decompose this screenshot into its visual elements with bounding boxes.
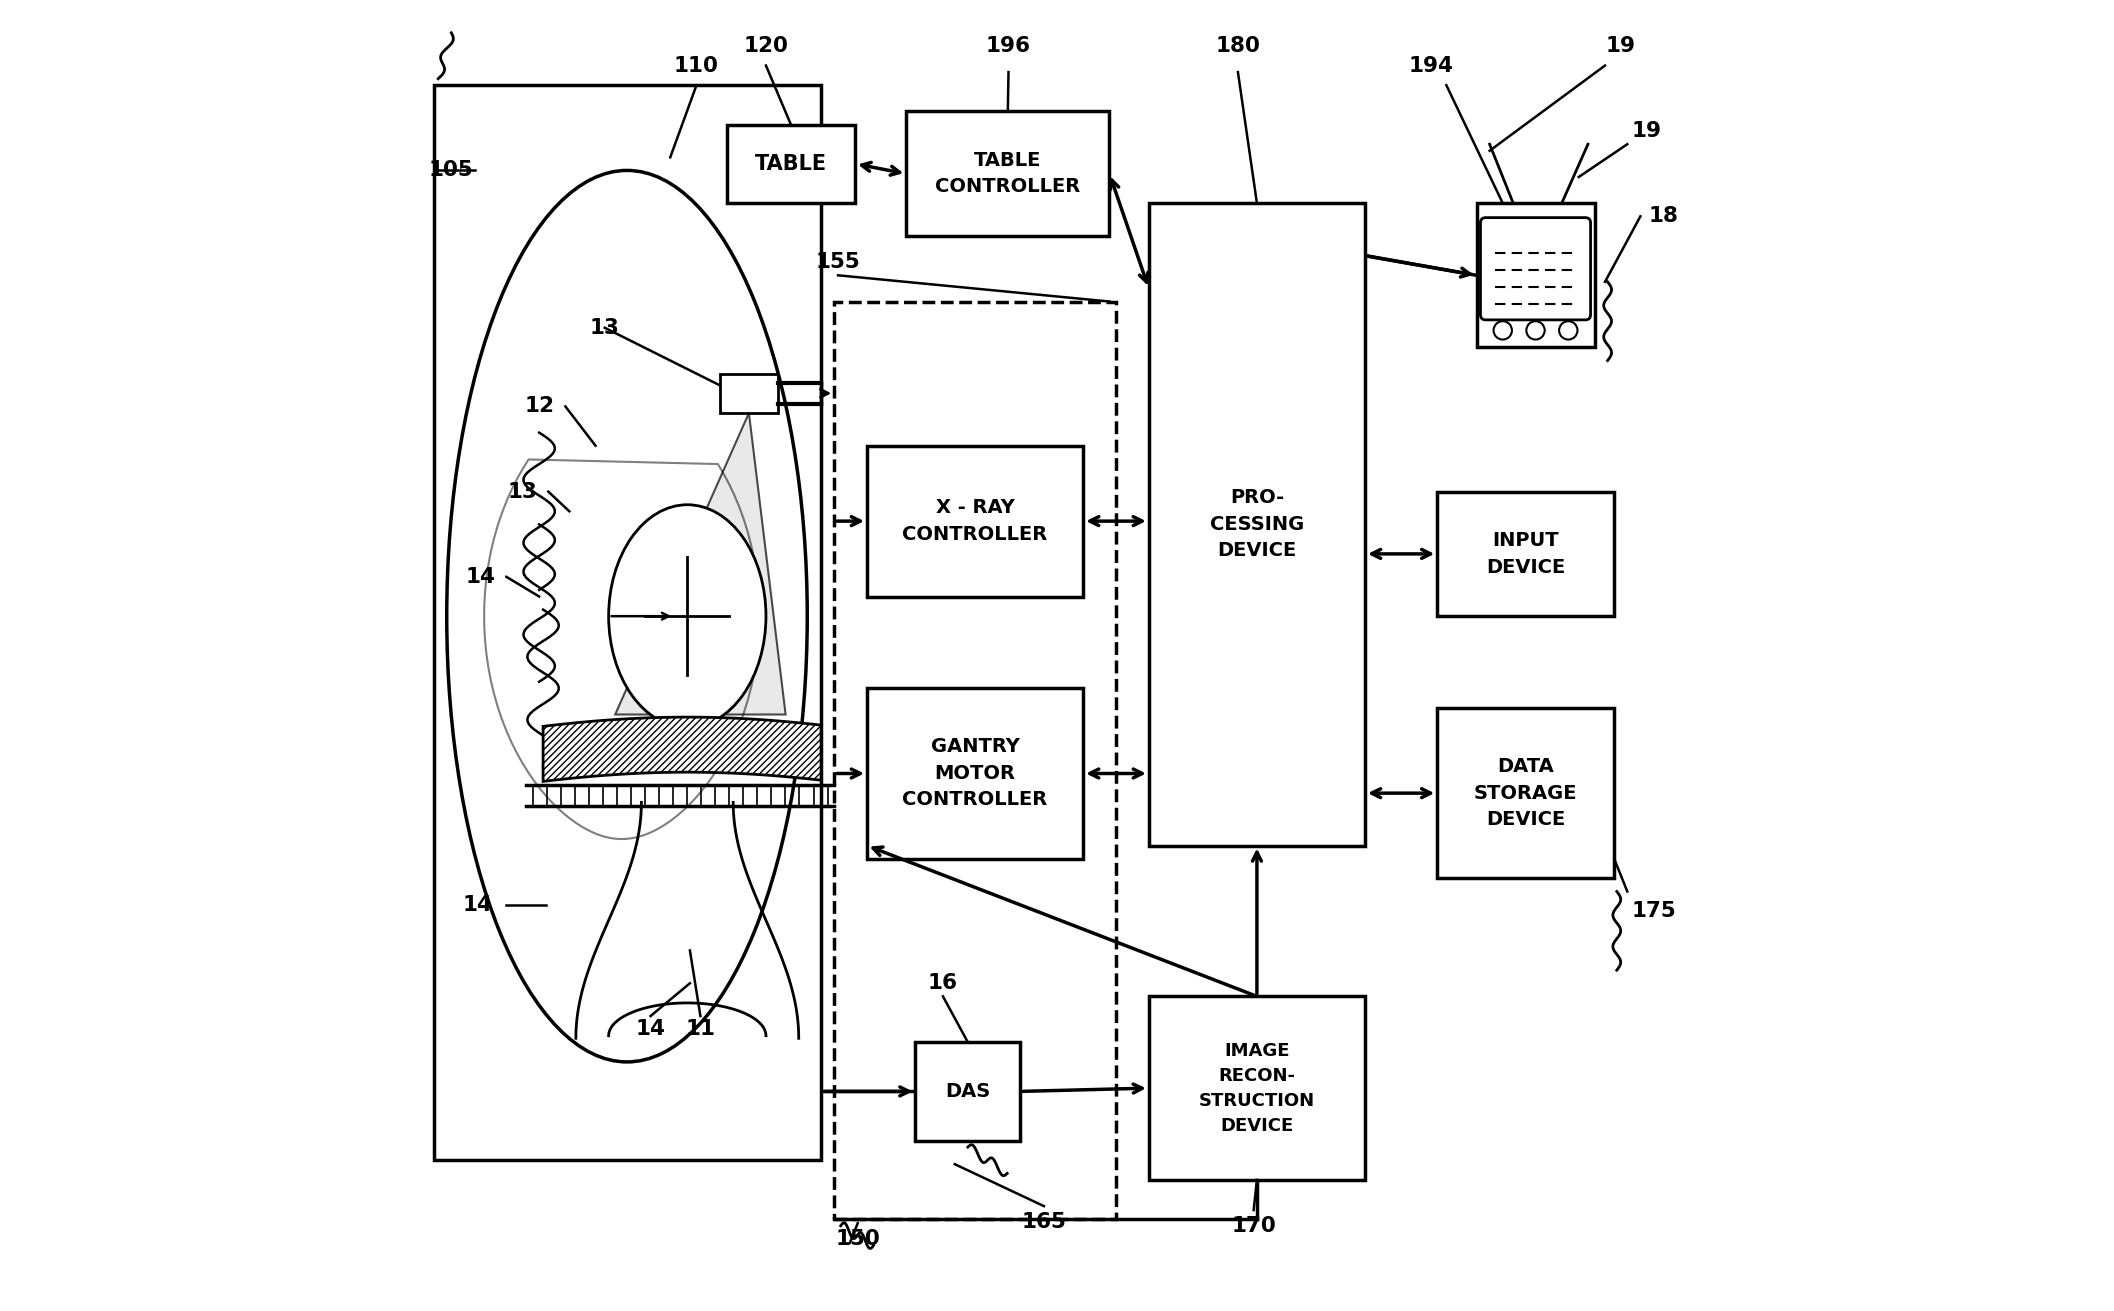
Text: 19: 19 bbox=[1632, 121, 1662, 142]
Text: 175: 175 bbox=[1632, 901, 1676, 922]
FancyBboxPatch shape bbox=[907, 111, 1110, 236]
Text: 14: 14 bbox=[636, 1019, 666, 1040]
Text: TABLE
CONTROLLER: TABLE CONTROLLER bbox=[934, 151, 1080, 197]
Ellipse shape bbox=[446, 170, 808, 1062]
FancyBboxPatch shape bbox=[721, 374, 778, 413]
Text: 180: 180 bbox=[1216, 35, 1260, 56]
FancyBboxPatch shape bbox=[915, 1042, 1021, 1141]
Text: 196: 196 bbox=[985, 35, 1032, 56]
Text: 19: 19 bbox=[1607, 35, 1636, 56]
Text: 155: 155 bbox=[816, 252, 860, 273]
Text: 11: 11 bbox=[685, 1019, 715, 1040]
Ellipse shape bbox=[609, 505, 765, 728]
Text: 105: 105 bbox=[429, 160, 474, 181]
FancyBboxPatch shape bbox=[1148, 203, 1366, 846]
Text: 194: 194 bbox=[1408, 55, 1452, 76]
Polygon shape bbox=[543, 717, 820, 781]
Circle shape bbox=[1560, 321, 1577, 340]
Text: 170: 170 bbox=[1230, 1215, 1277, 1236]
Polygon shape bbox=[615, 413, 786, 714]
Text: 14: 14 bbox=[463, 894, 493, 915]
Text: 150: 150 bbox=[835, 1228, 879, 1249]
Text: 18: 18 bbox=[1649, 206, 1679, 227]
Text: X - RAY
CONTROLLER: X - RAY CONTROLLER bbox=[903, 498, 1049, 544]
Text: 14: 14 bbox=[465, 566, 495, 587]
FancyBboxPatch shape bbox=[1476, 203, 1594, 347]
FancyBboxPatch shape bbox=[867, 688, 1082, 859]
Text: IMAGE
RECON-
STRUCTION
DEVICE: IMAGE RECON- STRUCTION DEVICE bbox=[1199, 1042, 1315, 1134]
Text: PRO-
CESSING
DEVICE: PRO- CESSING DEVICE bbox=[1209, 489, 1304, 560]
FancyBboxPatch shape bbox=[727, 125, 854, 203]
Text: TABLE: TABLE bbox=[755, 153, 827, 174]
Text: DATA
STORAGE
DEVICE: DATA STORAGE DEVICE bbox=[1473, 758, 1577, 829]
Text: 165: 165 bbox=[1021, 1211, 1065, 1232]
FancyBboxPatch shape bbox=[433, 85, 820, 1160]
Text: 12: 12 bbox=[524, 396, 554, 417]
Text: GANTRY
MOTOR
CONTROLLER: GANTRY MOTOR CONTROLLER bbox=[903, 738, 1049, 809]
Text: 120: 120 bbox=[744, 35, 789, 56]
Text: INPUT
DEVICE: INPUT DEVICE bbox=[1486, 531, 1564, 577]
FancyBboxPatch shape bbox=[1148, 996, 1366, 1180]
FancyBboxPatch shape bbox=[1438, 492, 1615, 616]
FancyBboxPatch shape bbox=[1480, 218, 1590, 320]
Text: 13: 13 bbox=[507, 481, 537, 502]
Text: 16: 16 bbox=[928, 973, 958, 994]
FancyBboxPatch shape bbox=[867, 446, 1082, 597]
Text: DAS: DAS bbox=[945, 1082, 991, 1101]
FancyBboxPatch shape bbox=[1438, 708, 1615, 878]
Text: 13: 13 bbox=[590, 317, 619, 338]
Circle shape bbox=[1526, 321, 1545, 340]
Text: 110: 110 bbox=[674, 55, 719, 76]
Circle shape bbox=[1495, 321, 1512, 340]
